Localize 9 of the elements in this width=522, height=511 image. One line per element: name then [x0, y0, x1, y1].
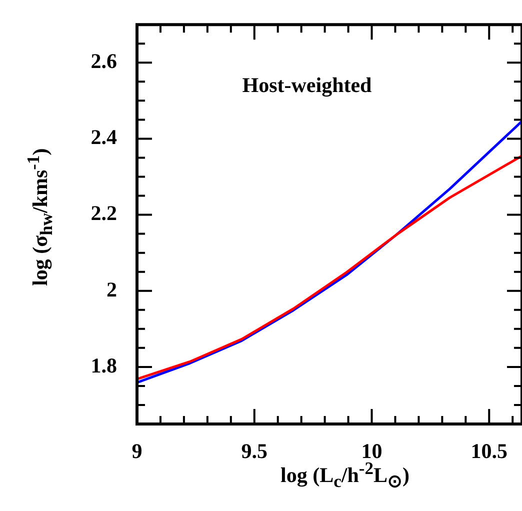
y-tick-label: 2.4 [90, 125, 118, 150]
y-tick-label: 2.2 [90, 201, 117, 226]
x-tick-label: 9.5 [241, 439, 268, 464]
y-tick-label: 1.8 [90, 353, 117, 378]
x-tick-label: 10.5 [470, 439, 508, 464]
x-tick-label: 9 [132, 439, 142, 464]
y-tick-label: 2 [106, 277, 117, 302]
annotation: Host-weighted [242, 73, 372, 98]
y-tick-label: 2.6 [90, 49, 117, 74]
